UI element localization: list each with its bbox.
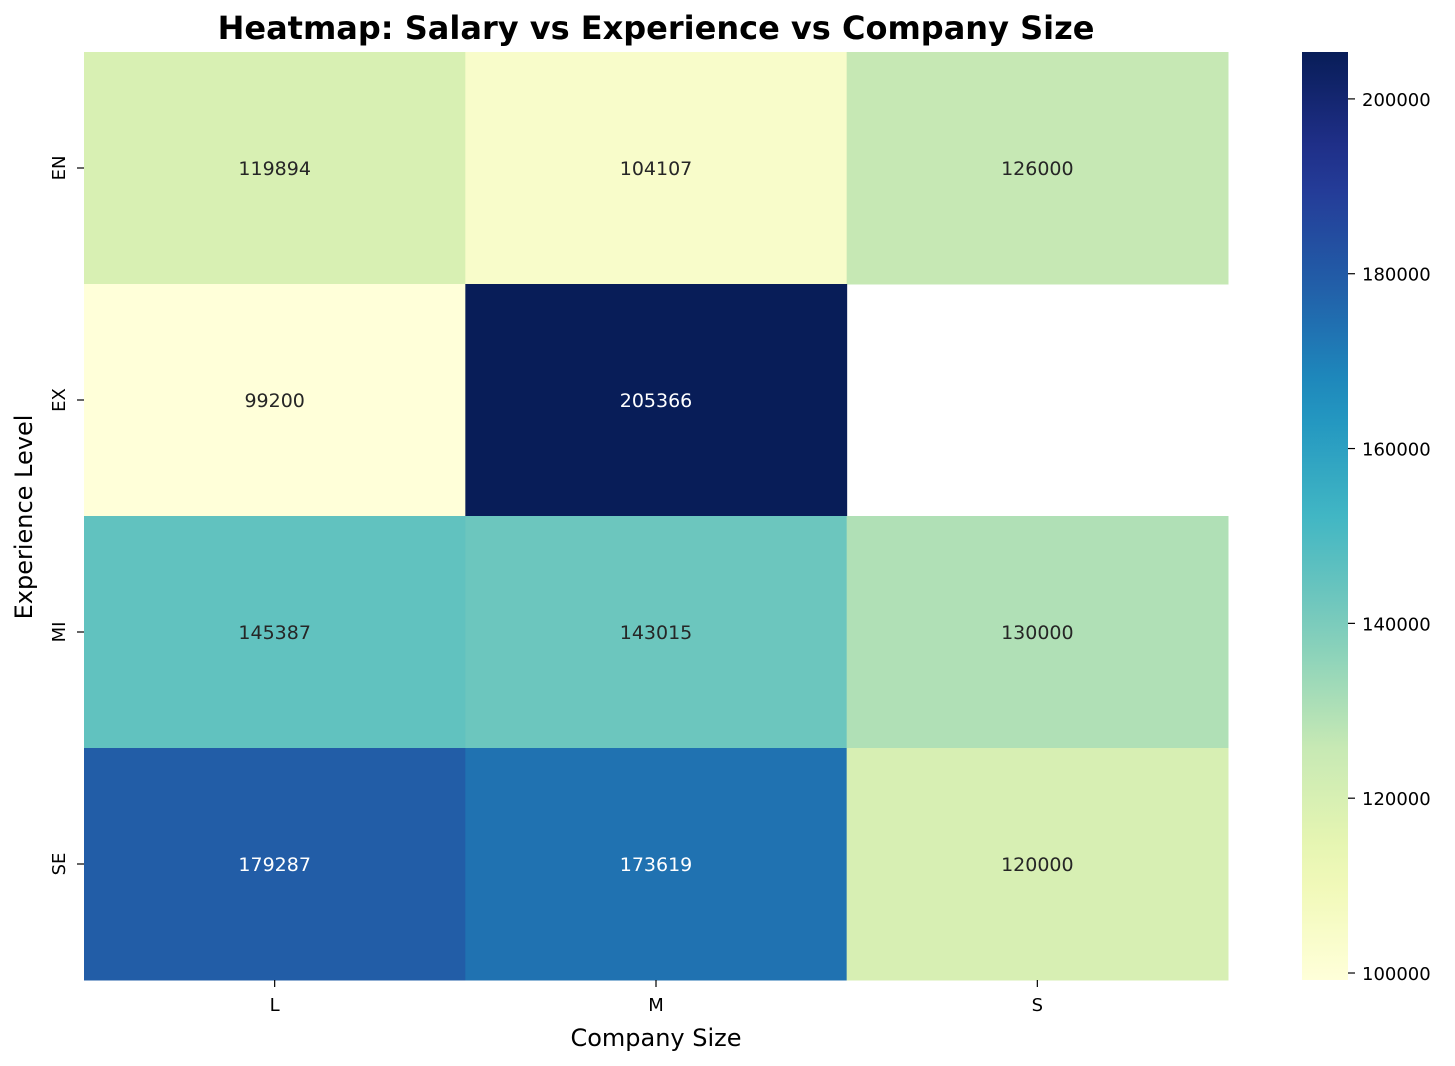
colorbar-tick-label: 100000: [1362, 964, 1431, 985]
heatmap-cell-en-m: [465, 52, 848, 285]
y-tick-label: EX: [49, 388, 70, 412]
cell-value-label: 130000: [1001, 622, 1074, 644]
colorbar-tick-label: 120000: [1362, 789, 1431, 810]
heatmap-cell-se-l: [84, 748, 466, 981]
heatmap-cell-ex-m: [465, 284, 848, 517]
heatmap-cell-labels: 119894 104107 126000 99200 205366 145387 14301…: [238, 158, 1073, 876]
y-axis: EN EX MI SE: [49, 156, 84, 876]
y-tick-label: SE: [49, 853, 70, 876]
heatmap-cell-mi-s: [846, 516, 1229, 749]
colorbar-tick-label: 200000: [1362, 90, 1431, 111]
y-axis-label: Experience Level: [10, 415, 38, 620]
cell-value-label: 205366: [620, 390, 693, 412]
heatmap-cell-ex-l: [84, 284, 466, 517]
y-tick-label: EN: [49, 156, 70, 181]
x-axis-label: Company Size: [570, 1024, 741, 1052]
cell-value-label: 126000: [1001, 158, 1074, 180]
cell-value-label: 120000: [1001, 854, 1074, 876]
cell-value-label: 104107: [620, 158, 693, 180]
y-tick-label: MI: [49, 622, 70, 643]
heatmap-cell-mi-m: [465, 516, 848, 749]
cell-value-label: 143015: [620, 622, 693, 644]
cell-value-label: 99200: [244, 390, 304, 412]
cell-value-label: 179287: [238, 854, 311, 876]
colorbar-tick-label: 140000: [1362, 614, 1431, 635]
heatmap-cell-mi-l: [84, 516, 466, 749]
colorbar: [1302, 52, 1348, 980]
colorbar-tick-label: 180000: [1362, 265, 1431, 286]
heatmap-cell-en-l: [84, 52, 466, 285]
heatmap-cell-en-s: [846, 52, 1229, 285]
x-tick-label: S: [1032, 995, 1043, 1016]
cell-value-label: 173619: [620, 854, 693, 876]
heatmap-cell-se-s: [846, 748, 1229, 981]
x-tick-label: L: [270, 995, 280, 1016]
chart-title: Heatmap: Salary vs Experience vs Company…: [218, 9, 1095, 47]
heatmap-cell-se-m: [465, 748, 848, 981]
colorbar-tick-label: 160000: [1362, 440, 1431, 461]
heatmap-cells: [84, 52, 1229, 981]
cell-value-label: 145387: [238, 622, 311, 644]
cell-value-label: 119894: [238, 158, 311, 180]
colorbar-ticks: 100000 120000 140000 160000 180000 200000: [1348, 90, 1431, 985]
x-tick-label: M: [648, 995, 664, 1016]
